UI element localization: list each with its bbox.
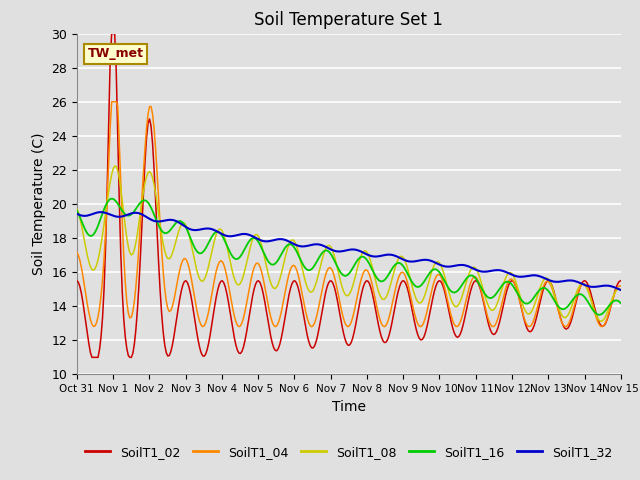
SoilT1_02 [256, 280, 264, 286]
SoilT1_16 [255, 240, 262, 245]
SoilT1_04 [108, 99, 115, 105]
SoilT1_16 [312, 260, 320, 265]
SoilT1_16 [141, 197, 149, 203]
Line: SoilT1_32: SoilT1_32 [77, 212, 621, 290]
Line: SoilT1_16: SoilT1_16 [77, 199, 621, 315]
SoilT1_32 [255, 237, 262, 242]
SoilT1_04 [617, 283, 625, 289]
SoilT1_04 [264, 300, 271, 306]
SoilT1_32 [588, 284, 596, 290]
SoilT1_08 [141, 180, 149, 186]
SoilT1_08 [111, 163, 118, 169]
SoilT1_16 [588, 306, 596, 312]
SoilT1_04 [237, 323, 244, 329]
SoilT1_32 [617, 287, 625, 293]
Line: SoilT1_08: SoilT1_08 [77, 166, 621, 321]
SoilT1_32 [73, 211, 81, 216]
SoilT1_32 [141, 213, 149, 219]
SoilT1_02 [88, 354, 96, 360]
SoilT1_08 [312, 280, 320, 286]
SoilT1_32 [264, 239, 271, 244]
SoilT1_04 [314, 309, 321, 314]
SoilT1_02 [266, 325, 273, 331]
SoilT1_08 [255, 234, 262, 240]
Legend: SoilT1_02, SoilT1_04, SoilT1_08, SoilT1_16, SoilT1_32: SoilT1_02, SoilT1_04, SoilT1_08, SoilT1_… [81, 441, 617, 464]
Line: SoilT1_04: SoilT1_04 [77, 102, 621, 327]
SoilT1_16 [596, 312, 604, 318]
SoilT1_02 [617, 278, 625, 284]
SoilT1_04 [308, 324, 316, 330]
SoilT1_08 [597, 318, 605, 324]
SoilT1_32 [237, 231, 244, 237]
SoilT1_08 [588, 300, 596, 306]
SoilT1_32 [97, 209, 105, 215]
Text: TW_met: TW_met [88, 48, 144, 60]
SoilT1_04 [141, 145, 149, 151]
Line: SoilT1_02: SoilT1_02 [77, 34, 621, 357]
SoilT1_08 [73, 206, 81, 212]
SoilT1_08 [264, 269, 271, 275]
SoilT1_02 [108, 31, 115, 36]
SoilT1_02 [238, 348, 246, 354]
SoilT1_16 [237, 253, 244, 259]
SoilT1_04 [73, 249, 81, 255]
Y-axis label: Soil Temperature (C): Soil Temperature (C) [31, 133, 45, 275]
SoilT1_02 [589, 300, 597, 306]
SoilT1_04 [255, 261, 262, 267]
SoilT1_32 [312, 241, 320, 247]
SoilT1_02 [143, 135, 150, 141]
SoilT1_16 [73, 208, 81, 214]
SoilT1_04 [589, 305, 597, 311]
SoilT1_08 [237, 280, 244, 286]
SoilT1_16 [264, 258, 271, 264]
SoilT1_02 [314, 332, 321, 338]
SoilT1_08 [617, 287, 625, 293]
X-axis label: Time: Time [332, 400, 366, 414]
Title: Soil Temperature Set 1: Soil Temperature Set 1 [254, 11, 444, 29]
SoilT1_02 [73, 278, 81, 284]
SoilT1_16 [617, 300, 625, 306]
SoilT1_16 [108, 196, 115, 202]
